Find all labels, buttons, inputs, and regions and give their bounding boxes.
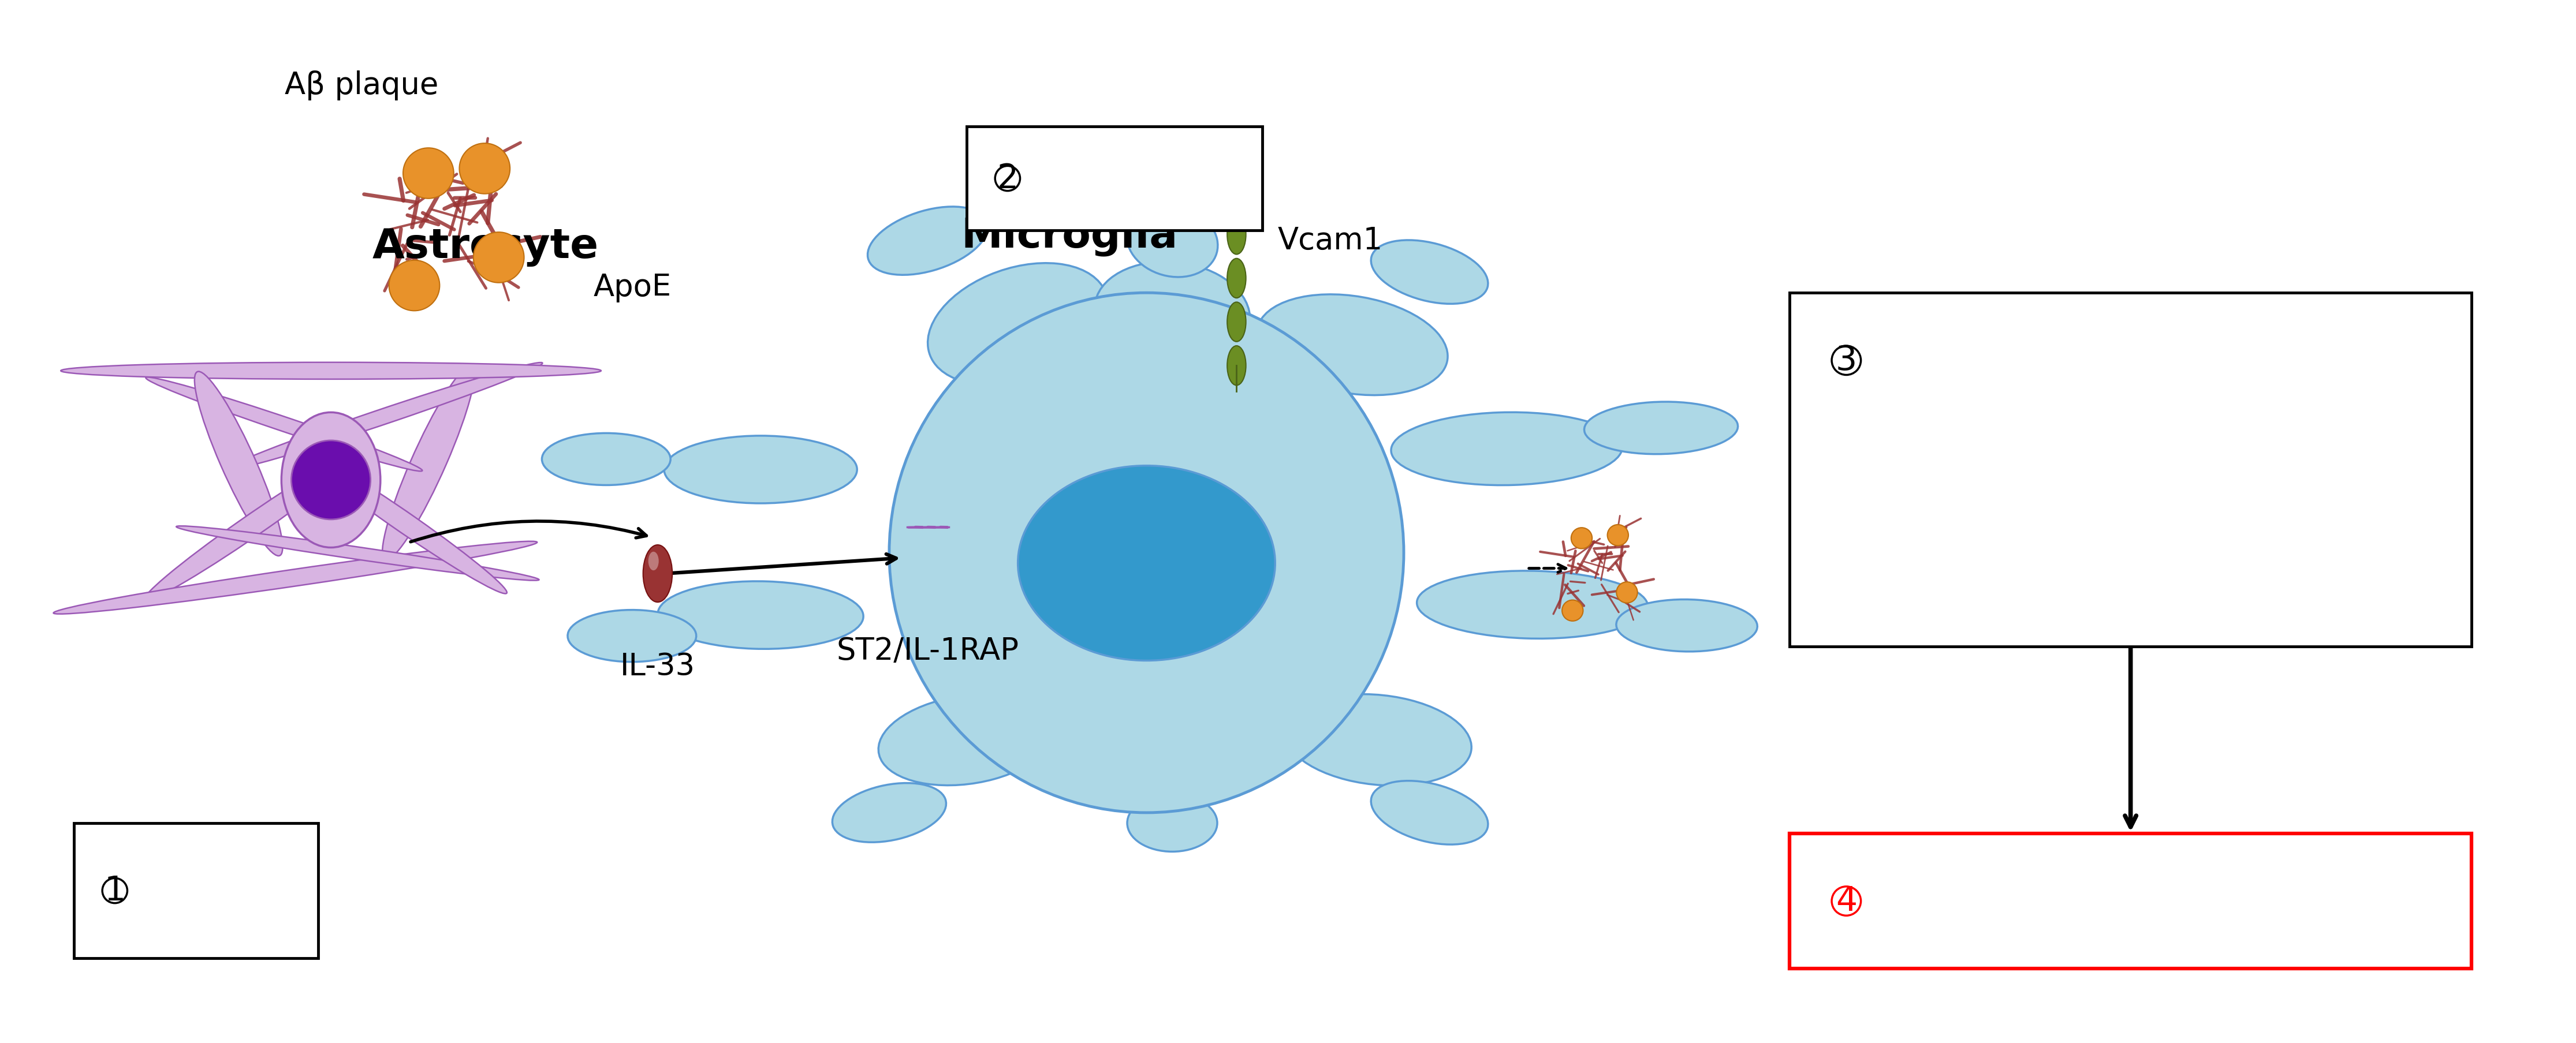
Text: 1: 1 bbox=[103, 874, 126, 907]
Ellipse shape bbox=[103, 878, 126, 903]
Ellipse shape bbox=[1832, 346, 1860, 374]
FancyBboxPatch shape bbox=[1790, 293, 2470, 647]
Ellipse shape bbox=[832, 783, 945, 843]
Ellipse shape bbox=[649, 552, 659, 571]
Ellipse shape bbox=[994, 166, 1020, 191]
Ellipse shape bbox=[54, 541, 538, 614]
Text: Microglia: Microglia bbox=[961, 216, 1177, 257]
Text: ST2/IL-1RAP: ST2/IL-1RAP bbox=[837, 636, 1020, 665]
Text: 3: 3 bbox=[1837, 344, 1857, 377]
Text: Aβ plaque: Aβ plaque bbox=[286, 70, 438, 100]
FancyBboxPatch shape bbox=[75, 823, 317, 959]
Text: ApoE: ApoE bbox=[592, 272, 672, 302]
Ellipse shape bbox=[1571, 528, 1592, 549]
Ellipse shape bbox=[1561, 600, 1584, 621]
Ellipse shape bbox=[62, 362, 600, 380]
Ellipse shape bbox=[1226, 302, 1247, 342]
Text: Aβ: Aβ bbox=[1914, 881, 1978, 920]
Ellipse shape bbox=[381, 365, 474, 560]
Ellipse shape bbox=[1584, 402, 1739, 454]
Ellipse shape bbox=[889, 293, 1404, 812]
Text: •  Chemotaxis to Aβ ↑: • Chemotaxis to Aβ ↑ bbox=[1893, 537, 2290, 572]
Ellipse shape bbox=[657, 581, 863, 649]
Ellipse shape bbox=[1618, 582, 1638, 603]
Ellipse shape bbox=[147, 378, 422, 471]
Ellipse shape bbox=[1417, 571, 1649, 638]
Ellipse shape bbox=[541, 433, 670, 485]
Ellipse shape bbox=[281, 412, 381, 548]
Ellipse shape bbox=[459, 143, 510, 194]
Ellipse shape bbox=[1226, 346, 1247, 385]
Text: 4: 4 bbox=[1837, 884, 1857, 918]
Ellipse shape bbox=[1226, 127, 1247, 167]
Ellipse shape bbox=[1095, 719, 1249, 802]
Ellipse shape bbox=[402, 148, 453, 198]
Ellipse shape bbox=[1257, 294, 1448, 395]
Ellipse shape bbox=[1285, 695, 1471, 785]
Ellipse shape bbox=[1832, 887, 1860, 916]
Ellipse shape bbox=[144, 447, 363, 601]
Text: phagocytosis ↑: phagocytosis ↑ bbox=[1965, 881, 2311, 921]
Text: IL-33 ↑: IL-33 ↑ bbox=[162, 873, 294, 908]
Ellipse shape bbox=[665, 436, 858, 504]
Ellipse shape bbox=[389, 260, 440, 311]
Ellipse shape bbox=[1615, 600, 1757, 652]
Text: Vcam1: Vcam1 bbox=[1278, 225, 1383, 256]
Ellipse shape bbox=[1391, 412, 1623, 485]
Ellipse shape bbox=[1607, 525, 1628, 545]
Text: Astrocyte: Astrocyte bbox=[371, 227, 598, 267]
Ellipse shape bbox=[1128, 795, 1218, 852]
Ellipse shape bbox=[227, 363, 544, 470]
Ellipse shape bbox=[474, 233, 523, 283]
Ellipse shape bbox=[868, 207, 989, 275]
Text: •  APOE sensing ↑: • APOE sensing ↑ bbox=[1893, 431, 2218, 465]
FancyBboxPatch shape bbox=[966, 126, 1262, 231]
FancyBboxPatch shape bbox=[1790, 833, 2470, 969]
Ellipse shape bbox=[299, 450, 507, 593]
Ellipse shape bbox=[1370, 781, 1489, 845]
Ellipse shape bbox=[1126, 204, 1218, 277]
Ellipse shape bbox=[1226, 215, 1247, 254]
Ellipse shape bbox=[878, 695, 1054, 785]
Ellipse shape bbox=[196, 371, 283, 556]
Text: 2: 2 bbox=[997, 162, 1018, 195]
Text: IL-33: IL-33 bbox=[621, 652, 696, 681]
Text: Vcam1 ↑: Vcam1 ↑ bbox=[1054, 161, 1224, 196]
Ellipse shape bbox=[1226, 171, 1247, 211]
Ellipse shape bbox=[1018, 465, 1275, 660]
Ellipse shape bbox=[1095, 262, 1249, 365]
Ellipse shape bbox=[567, 610, 696, 662]
Ellipse shape bbox=[927, 263, 1108, 385]
Ellipse shape bbox=[644, 544, 672, 602]
Ellipse shape bbox=[1226, 259, 1247, 298]
Ellipse shape bbox=[291, 440, 371, 519]
Ellipse shape bbox=[1370, 240, 1489, 304]
Ellipse shape bbox=[175, 526, 538, 581]
